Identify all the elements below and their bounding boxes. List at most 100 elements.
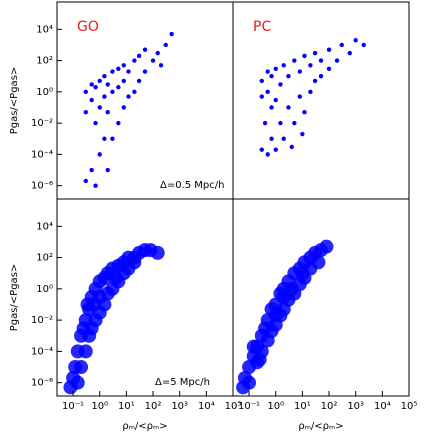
panel-frame <box>232 198 410 397</box>
point <box>278 120 283 126</box>
y-tick-label: 10⁴ <box>36 24 53 35</box>
x-tick-label: 10⁴ <box>374 401 391 412</box>
point <box>89 167 94 173</box>
point <box>105 109 110 115</box>
point <box>70 375 85 390</box>
point <box>286 74 291 79</box>
point <box>93 183 98 188</box>
y-tick-label: 10² <box>36 56 53 67</box>
x-tick-label: 10⁵ <box>225 401 242 412</box>
point <box>105 82 110 87</box>
point <box>259 94 264 99</box>
point <box>76 321 91 336</box>
y-tick-label: 10⁻⁶ <box>31 181 53 192</box>
point <box>265 69 270 74</box>
point <box>93 84 98 90</box>
point <box>121 63 126 68</box>
point <box>236 380 251 395</box>
point <box>102 94 107 99</box>
point <box>121 105 126 110</box>
point <box>126 94 131 99</box>
x-tick-label: 10⁰ <box>91 401 108 412</box>
panel <box>83 31 174 188</box>
panel-tag: PC <box>253 19 271 35</box>
point <box>273 97 278 103</box>
panel <box>236 239 334 395</box>
point <box>339 42 344 48</box>
panel <box>259 38 366 157</box>
x-tick-label: 10³ <box>347 401 364 412</box>
x-axis-label: ρₘ/<ρₘ> <box>298 421 343 432</box>
point <box>281 136 286 141</box>
scale-note: Δ=0.5 Mpc/h <box>160 180 224 191</box>
point <box>116 84 121 90</box>
point <box>311 255 326 270</box>
point <box>246 339 261 354</box>
point <box>121 78 126 84</box>
point <box>269 105 274 110</box>
x-tick-label: 10⁵ <box>401 401 418 412</box>
point <box>132 58 137 63</box>
x-tick-label: 10¹ <box>294 401 311 412</box>
point <box>142 69 148 74</box>
point <box>292 58 297 63</box>
y-tick-label: 10⁰ <box>36 284 53 295</box>
point <box>308 89 313 95</box>
y-tick-label: 10² <box>36 253 53 264</box>
point <box>278 82 283 87</box>
x-tick-label: 10⁰ <box>267 401 284 412</box>
point <box>347 50 352 56</box>
point <box>262 120 268 126</box>
point <box>80 297 95 312</box>
point <box>326 47 332 52</box>
x-tick-label: 10⁻¹ <box>238 401 260 412</box>
point <box>252 352 267 367</box>
point <box>312 50 318 56</box>
point <box>97 297 112 312</box>
point <box>150 58 156 63</box>
point <box>132 89 137 95</box>
point <box>116 120 121 126</box>
point <box>155 50 160 56</box>
point <box>292 120 297 126</box>
point <box>268 308 283 323</box>
point <box>259 147 264 152</box>
point <box>300 131 305 137</box>
point <box>83 109 88 115</box>
point <box>89 82 94 87</box>
point <box>259 78 264 84</box>
point <box>163 42 168 48</box>
point <box>353 38 358 43</box>
point <box>126 69 131 74</box>
y-tick-label: 10⁰ <box>36 87 53 98</box>
point <box>136 78 142 84</box>
x-tick-label: 10² <box>321 401 338 412</box>
point <box>318 74 324 79</box>
point <box>110 136 115 141</box>
x-tick-label: 10³ <box>171 401 188 412</box>
point <box>273 147 278 152</box>
scale-note: Δ=5 Mpc/h <box>155 377 210 388</box>
point <box>136 53 142 59</box>
point <box>105 167 110 173</box>
point <box>302 109 307 115</box>
point <box>308 63 313 68</box>
point <box>74 360 89 375</box>
x-tick-label: 10¹ <box>118 401 135 412</box>
point <box>302 53 307 59</box>
point <box>258 321 273 336</box>
point <box>286 105 291 110</box>
panel <box>63 243 165 395</box>
point <box>319 239 334 254</box>
point <box>110 89 115 95</box>
point <box>116 66 121 71</box>
point <box>142 47 148 52</box>
point <box>361 42 366 48</box>
point <box>93 120 98 126</box>
point <box>312 78 318 84</box>
point <box>102 74 107 79</box>
y-axis-label: Pgas/<Pgas> <box>9 264 20 332</box>
point <box>78 344 93 359</box>
point <box>318 58 324 63</box>
